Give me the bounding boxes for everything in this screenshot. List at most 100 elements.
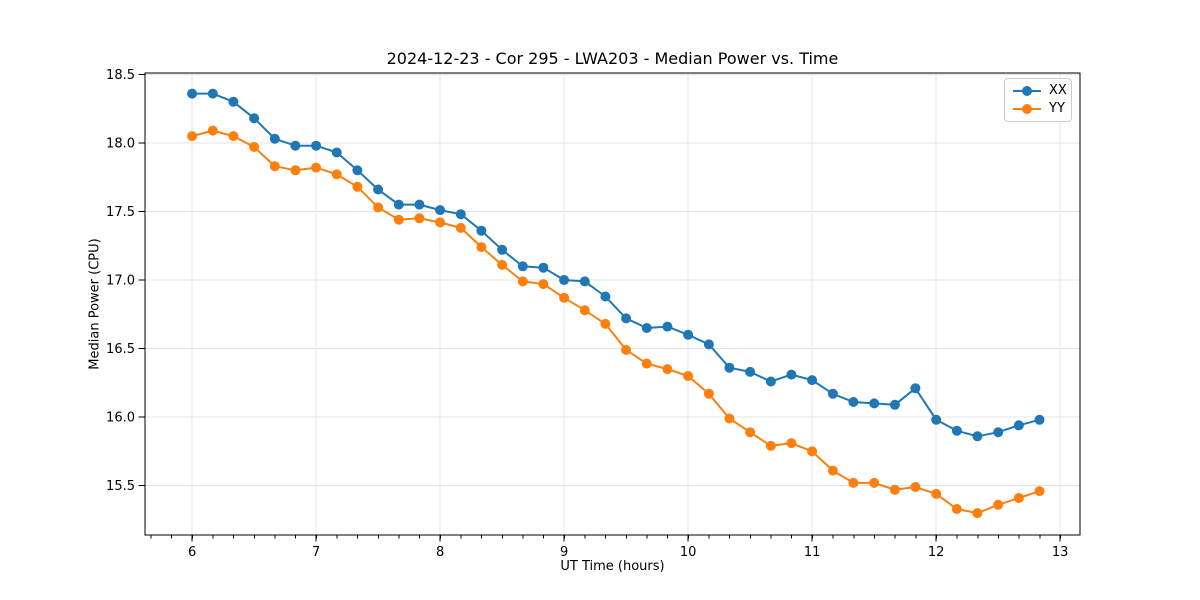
- data-point-XX: [455, 209, 466, 220]
- data-point-YY: [931, 488, 942, 499]
- data-point-YY: [889, 484, 900, 495]
- data-point-YY: [352, 181, 363, 192]
- data-point-YY: [993, 499, 1004, 510]
- data-point-YY: [579, 305, 590, 316]
- legend-marker-YY: [1013, 103, 1041, 114]
- data-point-XX: [187, 88, 198, 99]
- data-point-XX: [476, 225, 487, 236]
- chart-title: 2024-12-23 - Cor 295 - LWA203 - Median P…: [386, 49, 839, 68]
- data-point-YY: [538, 279, 549, 290]
- data-point-YY: [373, 202, 384, 213]
- data-point-YY: [311, 162, 322, 173]
- x-tick-label: 13: [1052, 545, 1069, 560]
- data-point-YY: [972, 508, 983, 519]
- data-point-XX: [724, 362, 735, 373]
- data-point-YY: [662, 364, 673, 375]
- data-point-YY: [951, 504, 962, 514]
- data-point-XX: [269, 133, 280, 144]
- legend-marker-XX: [1013, 85, 1041, 96]
- data-point-YY: [207, 125, 218, 136]
- legend-item-YY: YY: [1005, 101, 1071, 116]
- data-point-XX: [517, 261, 528, 272]
- x-axis-label: UT Time (hours): [560, 559, 665, 574]
- data-point-YY: [910, 482, 921, 492]
- data-point-YY: [600, 318, 611, 329]
- data-point-XX: [827, 388, 838, 399]
- data-point-YY: [414, 213, 425, 224]
- data-point-XX: [393, 199, 404, 210]
- data-point-XX: [414, 199, 425, 210]
- data-point-YY: [393, 214, 404, 225]
- data-point-XX: [579, 276, 590, 287]
- data-point-YY: [559, 292, 570, 303]
- data-point-XX: [848, 397, 859, 407]
- data-point-YY: [765, 440, 776, 451]
- y-tick-label: 18.5: [106, 68, 135, 83]
- y-tick-label: 16.5: [106, 342, 135, 357]
- data-point-XX: [311, 140, 322, 151]
- data-point-XX: [910, 383, 921, 394]
- data-point-XX: [765, 376, 776, 387]
- data-point-YY: [786, 438, 797, 449]
- data-point-YY: [1013, 493, 1024, 503]
- series-line-YY: [191, 129, 1041, 515]
- x-tick-label: 8: [436, 545, 444, 560]
- data-point-XX: [435, 205, 446, 216]
- data-point-XX: [249, 113, 260, 124]
- x-tick-label: 11: [804, 545, 821, 560]
- data-point-YY: [228, 131, 239, 142]
- x-tick-label: 9: [560, 545, 568, 560]
- data-point-YY: [745, 427, 756, 438]
- data-point-XX: [559, 275, 570, 285]
- data-point-YY: [683, 371, 694, 381]
- data-point-XX: [331, 147, 342, 158]
- data-point-YY: [269, 161, 280, 172]
- data-point-XX: [290, 140, 301, 151]
- legend-label-YY: YY: [1049, 101, 1065, 116]
- data-point-XX: [1013, 420, 1024, 431]
- data-point-YY: [869, 477, 880, 488]
- data-point-YY: [476, 242, 487, 253]
- data-point-XX: [683, 329, 694, 340]
- legend-item-XX: XX: [1005, 83, 1071, 98]
- y-tick-label: 15.5: [106, 479, 135, 494]
- data-point-XX: [662, 321, 673, 332]
- data-point-XX: [951, 425, 962, 436]
- data-point-XX: [703, 339, 714, 350]
- data-point-XX: [228, 96, 239, 107]
- x-tick-label: 10: [680, 545, 697, 560]
- data-point-XX: [373, 184, 384, 195]
- data-point-XX: [352, 165, 363, 176]
- data-point-YY: [641, 358, 652, 369]
- data-point-XX: [600, 291, 611, 302]
- y-tick-label: 16.0: [106, 411, 135, 426]
- data-point-YY: [290, 165, 301, 176]
- data-point-XX: [807, 375, 818, 386]
- x-tick-label: 12: [928, 545, 945, 560]
- data-point-YY: [187, 131, 198, 142]
- x-tick-label: 7: [312, 545, 320, 560]
- data-point-YY: [703, 388, 714, 399]
- data-point-XX: [745, 366, 756, 377]
- data-point-XX: [869, 398, 880, 409]
- data-point-XX: [207, 88, 218, 99]
- data-point-YY: [724, 413, 735, 424]
- data-point-YY: [497, 259, 508, 270]
- data-point-YY: [435, 217, 446, 228]
- y-tick-label: 17.0: [106, 274, 135, 289]
- data-point-XX: [621, 313, 632, 324]
- x-tick-label: 6: [188, 545, 196, 560]
- legend-label-XX: XX: [1049, 83, 1067, 98]
- data-point-XX: [931, 414, 942, 425]
- data-point-YY: [827, 465, 838, 476]
- data-point-YY: [249, 142, 260, 152]
- axes-border: [144, 72, 1081, 536]
- data-point-XX: [641, 323, 652, 333]
- data-point-XX: [538, 262, 549, 273]
- data-point-XX: [889, 399, 900, 410]
- data-point-YY: [517, 276, 528, 287]
- y-tick-label: 17.5: [106, 205, 135, 220]
- data-point-XX: [1034, 414, 1045, 425]
- data-point-YY: [1034, 486, 1045, 497]
